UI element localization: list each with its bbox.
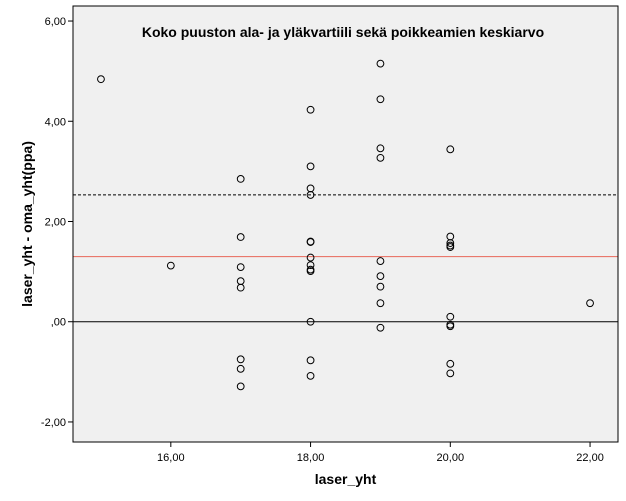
data-point (376, 59, 385, 68)
data-point (306, 356, 315, 365)
x-axis-title: laser_yht (315, 471, 377, 487)
x-tick-label: 18,00 (297, 452, 325, 464)
data-point (306, 267, 315, 276)
data-point (306, 105, 315, 114)
x-axis: 16,00 18,00 20,00 22,00 (157, 442, 604, 464)
data-point (236, 283, 245, 292)
data-point (306, 261, 315, 269)
data-point (586, 299, 594, 308)
data-point (446, 243, 455, 251)
x-tick-label: 16,00 (157, 452, 185, 464)
y-axis-title: laser_yht - oma_yht(ppa) (19, 141, 35, 307)
data-point (446, 359, 455, 368)
x-tick-label: 20,00 (437, 452, 465, 464)
y-tick-label: -2,00 (41, 417, 66, 429)
data-point (376, 95, 385, 104)
data-point (376, 153, 385, 162)
y-tick-label: ,00 (51, 317, 66, 329)
data-point (376, 282, 385, 291)
data-point (376, 299, 385, 308)
plot-area (73, 6, 618, 442)
plot-frame (72, 5, 619, 443)
data-point (306, 191, 315, 199)
data-points (97, 59, 594, 391)
data-point (376, 144, 385, 153)
chart-title: Koko puuston ala- ja yläkvartiili sekä p… (142, 24, 544, 40)
data-point (446, 145, 455, 154)
y-tick-label: 4,00 (45, 116, 66, 128)
data-point (376, 257, 385, 265)
data-point (306, 162, 315, 171)
data-point (166, 261, 175, 270)
data-point (376, 323, 385, 332)
data-point (306, 317, 315, 326)
data-point (236, 355, 245, 364)
data-point (97, 75, 105, 84)
data-point (446, 312, 455, 321)
x-tick-label: 22,00 (576, 452, 604, 464)
data-point (236, 364, 245, 373)
y-axis: -2,00 ,00 2,00 4,00 6,00 (41, 16, 73, 429)
data-point (306, 238, 315, 246)
data-point (236, 174, 245, 183)
data-point (446, 239, 455, 247)
data-point (236, 382, 245, 391)
data-point (236, 233, 245, 241)
reference-lines (73, 194, 618, 323)
data-point (306, 253, 315, 262)
y-tick-label: 6,00 (45, 16, 66, 28)
data-point (446, 322, 455, 331)
data-point (236, 263, 245, 271)
y-tick-label: 2,00 (45, 216, 66, 228)
data-point (376, 272, 385, 281)
data-point (306, 371, 315, 380)
data-point (446, 369, 455, 378)
